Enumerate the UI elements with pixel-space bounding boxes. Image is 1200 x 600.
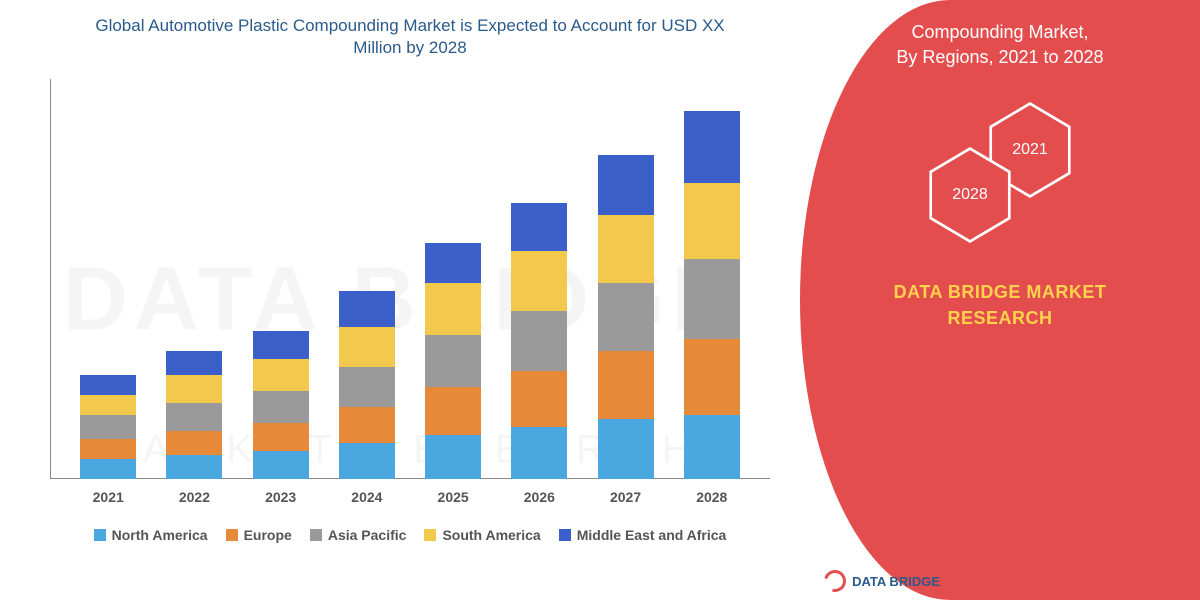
bar-segment <box>425 243 481 283</box>
y-axis <box>50 79 51 479</box>
hex-graphic: 2021 2028 <box>900 100 1100 250</box>
bar-segment <box>598 419 654 479</box>
bar-segment <box>166 375 222 403</box>
bar-group: 2023 <box>253 331 309 479</box>
bar-segment <box>598 215 654 283</box>
bar-segment <box>511 311 567 371</box>
bar-segment <box>684 339 740 415</box>
x-axis-label: 2022 <box>179 489 210 505</box>
hex-back-label: 2021 <box>1012 141 1048 159</box>
bar-segment <box>684 183 740 259</box>
bar-group: 2027 <box>598 155 654 479</box>
bar-segment <box>339 407 395 443</box>
bar-segment <box>80 459 136 479</box>
bar-segment <box>339 443 395 479</box>
legend-label: South America <box>442 527 540 543</box>
bar-segment <box>684 111 740 183</box>
stacked-bar-plot: 2021 2022 2023 2024 2025 2026 2027 2028 <box>50 79 770 479</box>
bar-segment <box>684 415 740 479</box>
bar-segment <box>253 391 309 423</box>
hex-front-label: 2028 <box>952 186 988 204</box>
bar-segment <box>166 431 222 455</box>
x-axis-label: 2023 <box>265 489 296 505</box>
bar-group: 2021 <box>80 375 136 479</box>
bar-segment <box>425 387 481 435</box>
bar-segment <box>511 251 567 311</box>
bar-segment <box>425 435 481 479</box>
bar-segment <box>684 259 740 339</box>
x-axis <box>50 478 770 479</box>
legend-swatch <box>424 529 436 541</box>
chart-panel: DATA BRIDGE MARKET RESEARCH Global Autom… <box>0 0 800 600</box>
x-axis-label: 2025 <box>438 489 469 505</box>
chart-title: Global Automotive Plastic Compounding Ma… <box>40 15 780 59</box>
x-axis-label: 2027 <box>610 489 641 505</box>
legend-swatch <box>310 529 322 541</box>
brand-line2: RESEARCH <box>894 306 1107 331</box>
brand-line1: DATA BRIDGE MARKET <box>894 280 1107 305</box>
bar-group: 2022 <box>166 351 222 479</box>
bar-segment <box>166 403 222 431</box>
legend-item: North America <box>94 527 208 543</box>
legend-swatch <box>94 529 106 541</box>
side-title-line1: Compounding Market, <box>896 20 1103 45</box>
bar-segment <box>511 371 567 427</box>
bar-group: 2024 <box>339 291 395 479</box>
legend-label: Middle East and Africa <box>577 527 727 543</box>
bar-segment <box>80 395 136 415</box>
bar-segment <box>253 451 309 479</box>
legend-item: Europe <box>226 527 292 543</box>
bar-group: 2026 <box>511 203 567 479</box>
footer-logo-icon <box>820 566 850 596</box>
x-axis-label: 2021 <box>93 489 124 505</box>
x-axis-label: 2028 <box>696 489 727 505</box>
bar-segment <box>598 351 654 419</box>
bar-segment <box>253 423 309 451</box>
legend-label: Europe <box>244 527 292 543</box>
bar-segment <box>598 155 654 215</box>
legend-swatch <box>559 529 571 541</box>
bar-segment <box>511 427 567 479</box>
bar-segment <box>80 415 136 439</box>
bar-segment <box>166 455 222 479</box>
bar-segment <box>425 335 481 387</box>
brand-text: DATA BRIDGE MARKET RESEARCH <box>894 280 1107 330</box>
legend: North America Europe Asia Pacific South Ame… <box>40 527 780 543</box>
legend-swatch <box>226 529 238 541</box>
footer-logo: DATA BRIDGE <box>824 570 940 592</box>
hexagon-front: 2028 <box>925 145 1015 245</box>
bar-segment <box>339 327 395 367</box>
legend-item: Middle East and Africa <box>559 527 727 543</box>
bar-segment <box>253 359 309 391</box>
bar-segment <box>598 283 654 351</box>
bar-segment <box>339 367 395 407</box>
legend-label: North America <box>112 527 208 543</box>
root: DATA BRIDGE MARKET RESEARCH Global Autom… <box>0 0 1200 600</box>
bar-segment <box>253 331 309 359</box>
x-axis-label: 2026 <box>524 489 555 505</box>
side-title-line2: By Regions, 2021 to 2028 <box>896 45 1103 70</box>
x-axis-label: 2024 <box>351 489 382 505</box>
side-panel: Compounding Market, By Regions, 2021 to … <box>800 0 1200 600</box>
side-title: Compounding Market, By Regions, 2021 to … <box>896 20 1103 70</box>
bar-segment <box>339 291 395 327</box>
bar-segment <box>425 283 481 335</box>
legend-item: Asia Pacific <box>310 527 407 543</box>
footer-logo-text: DATA BRIDGE <box>852 574 940 589</box>
legend-item: South America <box>424 527 540 543</box>
bar-segment <box>511 203 567 251</box>
bar-segment <box>80 375 136 395</box>
bar-group: 2028 <box>684 111 740 479</box>
bar-segment <box>166 351 222 375</box>
bar-segment <box>80 439 136 459</box>
bar-group: 2025 <box>425 243 481 479</box>
legend-label: Asia Pacific <box>328 527 407 543</box>
